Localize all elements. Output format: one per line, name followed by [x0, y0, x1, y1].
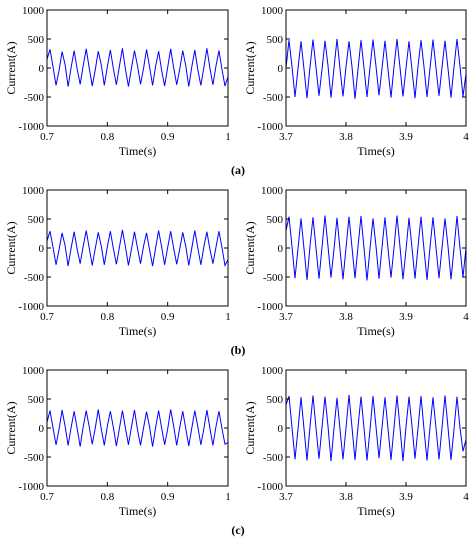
y-tick-label: 500: [28, 394, 45, 406]
y-tick-label: -1000: [257, 121, 283, 133]
y-tick-label: 0: [278, 423, 284, 435]
x-tick-label: 0.9: [161, 491, 175, 503]
caption: (c): [231, 523, 244, 537]
x-tick-label: 0.8: [100, 491, 114, 503]
y-tick-label: -500: [24, 452, 45, 464]
y-tick-label: 500: [28, 34, 45, 46]
y-axis-label: Current(A): [4, 41, 18, 94]
x-tick-label: 4: [463, 491, 469, 503]
x-tick-label: 3.7: [279, 491, 293, 503]
y-tick-label: -500: [24, 92, 45, 104]
x-axis-label: Time(s): [119, 144, 157, 158]
x-tick-label: 3.9: [399, 311, 413, 323]
x-tick-label: 3.8: [339, 491, 353, 503]
y-tick-label: 0: [39, 423, 45, 435]
current-line: [46, 409, 229, 447]
y-tick-label: -500: [263, 452, 284, 464]
y-tick-label: 0: [278, 243, 284, 255]
x-axis-label: Time(s): [357, 144, 395, 158]
x-tick-label: 1: [225, 311, 231, 323]
x-tick-label: 0.7: [40, 131, 54, 143]
x-tick-label: 0.7: [40, 491, 54, 503]
y-tick-label: 0: [278, 63, 284, 75]
axes-frame: [46, 9, 229, 127]
y-tick-label: 1000: [22, 365, 45, 377]
x-tick-label: 1: [225, 491, 231, 503]
y-tick-label: 1000: [261, 5, 284, 17]
current-line: [46, 229, 229, 267]
x-axis-label: Time(s): [119, 324, 157, 338]
y-tick-label: -1000: [18, 481, 44, 493]
y-tick-label: 1000: [22, 5, 45, 17]
y-tick-label: 500: [267, 34, 284, 46]
x-tick-label: 0.7: [40, 311, 54, 323]
x-tick-label: 4: [463, 311, 469, 323]
y-axis-label: Current(A): [4, 221, 18, 274]
y-tick-label: 1000: [261, 185, 284, 197]
axes-frame: [285, 369, 467, 487]
x-tick-label: 3.8: [339, 131, 353, 143]
y-tick-label: 500: [267, 214, 284, 226]
x-axis-label: Time(s): [357, 504, 395, 518]
y-tick-label: -1000: [257, 301, 283, 313]
axes-frame: [46, 369, 229, 487]
current-line: [285, 215, 467, 281]
y-axis-label: Current(A): [243, 41, 257, 94]
axes-frame: [285, 9, 467, 127]
x-tick-label: 1: [225, 131, 231, 143]
y-tick-label: -1000: [18, 301, 44, 313]
axes-frame: [285, 189, 467, 307]
current-line: [46, 48, 229, 87]
y-tick-label: 500: [28, 214, 45, 226]
x-axis-label: Time(s): [357, 324, 395, 338]
y-tick-label: -500: [263, 92, 284, 104]
x-tick-label: 4: [463, 131, 469, 143]
y-axis-label: Current(A): [243, 221, 257, 274]
x-axis-label: Time(s): [119, 504, 157, 518]
y-axis-label: Current(A): [4, 401, 18, 454]
y-tick-label: 500: [267, 394, 284, 406]
y-tick-label: -1000: [257, 481, 283, 493]
x-tick-label: 3.8: [339, 311, 353, 323]
x-tick-label: 3.9: [399, 131, 413, 143]
x-tick-label: 0.8: [100, 131, 114, 143]
y-tick-label: -500: [263, 272, 284, 284]
x-tick-label: 3.7: [279, 131, 293, 143]
caption: (a): [231, 163, 245, 177]
y-tick-label: 0: [39, 63, 45, 75]
x-tick-label: 0.9: [161, 131, 175, 143]
current-line: [285, 394, 467, 462]
current-line: [285, 38, 467, 99]
axes-frame: [46, 189, 229, 307]
y-tick-label: 1000: [261, 365, 284, 377]
y-tick-label: -1000: [18, 121, 44, 133]
y-tick-label: -500: [24, 272, 45, 284]
y-tick-label: 1000: [22, 185, 45, 197]
x-tick-label: 0.8: [100, 311, 114, 323]
x-tick-label: 0.9: [161, 311, 175, 323]
x-tick-label: 3.7: [279, 311, 293, 323]
y-tick-label: 0: [39, 243, 45, 255]
caption: (b): [231, 343, 246, 357]
x-tick-label: 3.9: [399, 491, 413, 503]
y-axis-label: Current(A): [243, 401, 257, 454]
